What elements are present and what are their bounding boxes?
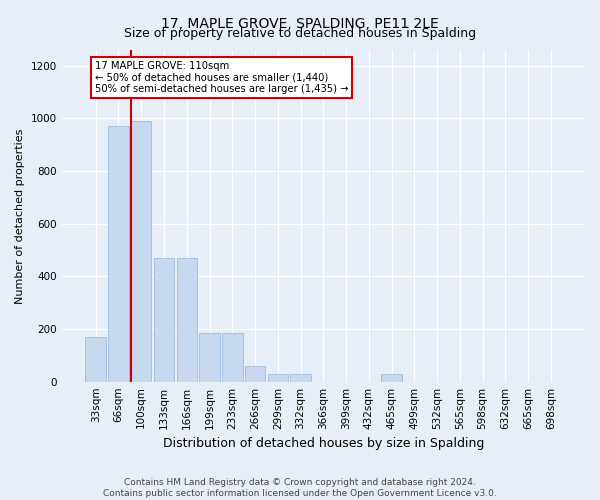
Bar [176,258,197,382]
Bar [290,374,311,382]
Bar [222,333,242,382]
Bar [268,374,288,382]
Y-axis label: Number of detached properties: Number of detached properties [15,128,25,304]
Text: 17 MAPLE GROVE: 110sqm
← 50% of detached houses are smaller (1,440)
50% of semi-: 17 MAPLE GROVE: 110sqm ← 50% of detached… [95,60,348,94]
Bar [85,337,106,382]
Text: Contains HM Land Registry data © Crown copyright and database right 2024.
Contai: Contains HM Land Registry data © Crown c… [103,478,497,498]
Bar [108,126,129,382]
X-axis label: Distribution of detached houses by size in Spalding: Distribution of detached houses by size … [163,437,484,450]
Bar [154,258,174,382]
Text: Size of property relative to detached houses in Spalding: Size of property relative to detached ho… [124,28,476,40]
Bar [199,333,220,382]
Bar [245,366,265,382]
Bar [382,374,402,382]
Text: 17, MAPLE GROVE, SPALDING, PE11 2LE: 17, MAPLE GROVE, SPALDING, PE11 2LE [161,18,439,32]
Bar [131,121,151,382]
